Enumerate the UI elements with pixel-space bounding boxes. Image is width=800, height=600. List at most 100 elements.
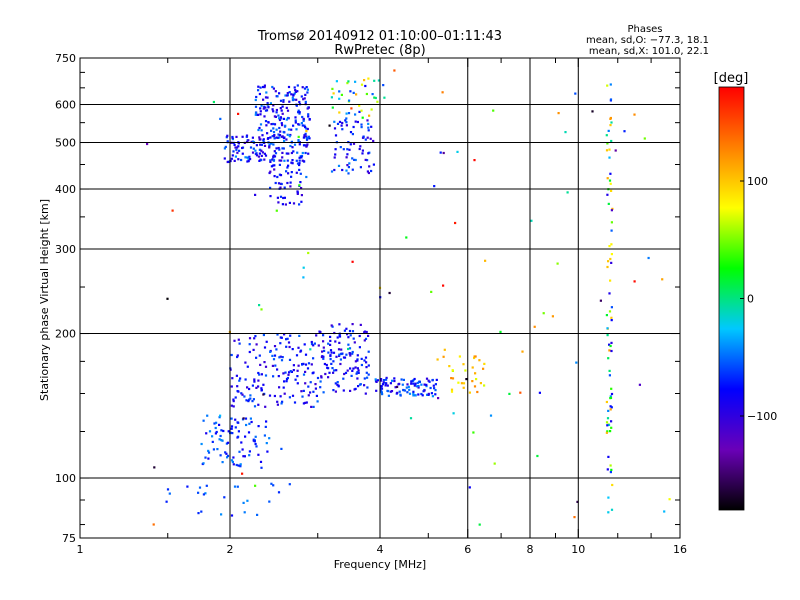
data-point xyxy=(242,417,245,420)
data-point xyxy=(272,143,275,146)
data-point xyxy=(235,148,238,151)
data-point xyxy=(280,447,283,450)
data-point xyxy=(284,371,287,374)
data-point xyxy=(291,99,294,102)
data-point xyxy=(281,400,284,403)
data-point xyxy=(247,160,250,163)
data-point xyxy=(367,334,370,337)
data-point xyxy=(270,129,273,132)
data-point xyxy=(339,146,342,149)
data-point xyxy=(309,381,312,384)
data-point xyxy=(237,112,240,115)
data-point xyxy=(292,202,296,205)
data-point xyxy=(257,89,260,92)
data-point xyxy=(285,152,288,155)
data-point xyxy=(353,158,356,161)
data-point xyxy=(471,366,474,369)
data-point xyxy=(264,120,268,123)
data-point xyxy=(338,335,342,338)
data-point xyxy=(300,122,303,125)
data-point xyxy=(400,378,403,381)
data-point xyxy=(349,143,352,146)
data-point xyxy=(333,168,336,172)
data-point xyxy=(234,418,237,421)
data-point xyxy=(208,430,212,433)
data-point xyxy=(197,491,200,494)
data-point xyxy=(609,397,612,400)
data-point xyxy=(599,299,602,302)
data-point xyxy=(292,93,295,96)
data-point xyxy=(271,354,274,357)
data-point xyxy=(267,106,270,109)
data-point xyxy=(307,113,310,116)
data-point xyxy=(230,417,233,420)
data-point xyxy=(279,355,282,358)
data-point xyxy=(268,171,271,175)
data-point xyxy=(239,465,242,468)
data-point xyxy=(382,84,385,87)
data-point xyxy=(268,394,272,397)
data-point xyxy=(359,166,362,169)
data-point xyxy=(609,257,612,261)
data-point xyxy=(356,120,359,124)
data-point xyxy=(332,371,335,374)
data-point xyxy=(300,390,303,393)
data-point xyxy=(273,150,276,153)
data-point xyxy=(254,149,257,152)
data-point xyxy=(297,364,300,367)
data-point xyxy=(286,94,289,97)
data-point xyxy=(359,145,362,148)
data-point xyxy=(166,297,169,300)
data-point xyxy=(223,496,226,499)
data-point xyxy=(257,425,260,428)
data-point xyxy=(258,159,261,162)
data-point xyxy=(356,358,359,361)
data-point xyxy=(314,387,317,390)
data-point xyxy=(278,148,281,151)
data-point xyxy=(259,107,262,110)
data-point xyxy=(255,343,258,346)
data-point xyxy=(423,383,426,386)
data-point xyxy=(605,400,608,404)
data-point xyxy=(365,366,368,369)
data-point xyxy=(414,382,417,385)
data-point xyxy=(280,182,283,186)
data-point xyxy=(291,394,295,397)
data-point xyxy=(283,196,286,199)
data-point xyxy=(237,145,240,148)
data-point xyxy=(232,405,235,408)
data-point xyxy=(358,147,361,151)
data-point xyxy=(350,107,353,110)
data-point xyxy=(609,83,612,86)
data-point xyxy=(427,392,430,395)
data-point xyxy=(402,388,405,392)
data-point xyxy=(256,513,259,516)
data-point xyxy=(606,468,609,471)
data-point xyxy=(301,115,304,119)
y-tick-label: 750 xyxy=(55,52,76,65)
data-point xyxy=(605,149,609,152)
data-point xyxy=(356,367,359,370)
data-point xyxy=(331,106,334,109)
data-point xyxy=(367,129,370,132)
data-point xyxy=(295,128,298,131)
data-point xyxy=(276,333,279,336)
data-point xyxy=(420,383,423,386)
data-point xyxy=(606,424,609,427)
data-point xyxy=(215,421,218,424)
data-point xyxy=(262,333,265,337)
data-point xyxy=(205,484,208,487)
data-point xyxy=(249,394,252,397)
data-point xyxy=(418,380,421,384)
data-point xyxy=(633,113,636,116)
data-point xyxy=(221,439,224,442)
data-point xyxy=(458,355,461,358)
data-point xyxy=(236,385,239,388)
data-point xyxy=(383,96,386,99)
data-point xyxy=(478,523,481,526)
data-point xyxy=(248,387,251,391)
data-point xyxy=(348,352,351,355)
data-point xyxy=(230,385,233,388)
data-point xyxy=(219,117,222,120)
data-point xyxy=(473,159,476,162)
